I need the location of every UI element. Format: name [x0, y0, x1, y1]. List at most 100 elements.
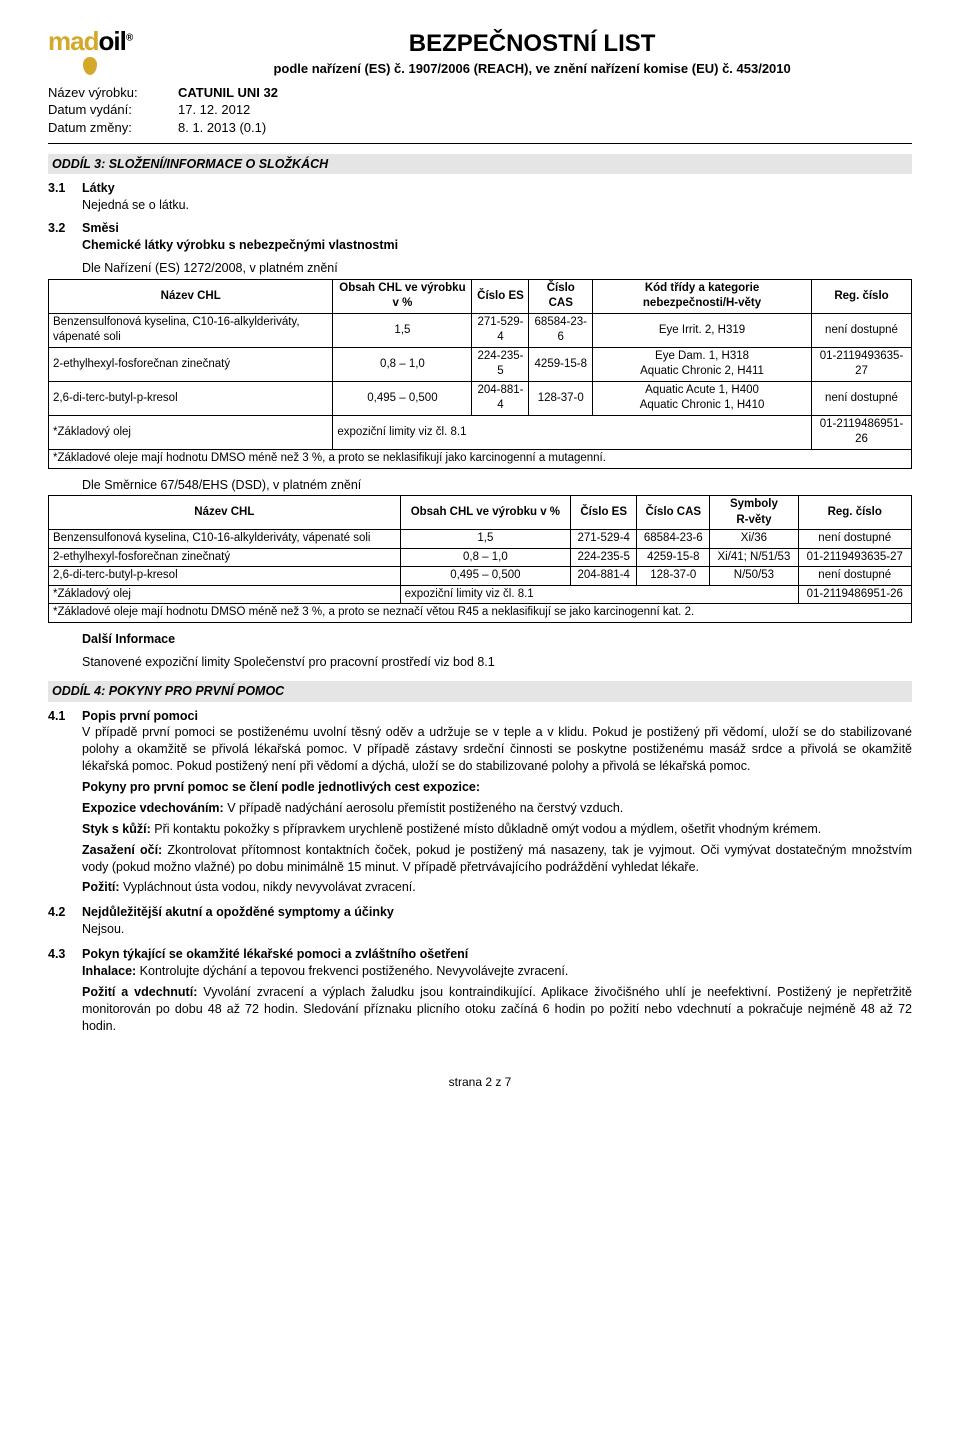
logo-drop-icon: [83, 57, 97, 75]
inh2-body: Kontrolujte dýchání a tepovou frekvenci …: [136, 964, 568, 978]
doc-title: BEZPEČNOSTNÍ LIST: [152, 28, 912, 60]
table-cell: 1,5: [333, 313, 472, 347]
inhale-lead: Expozice vdechováním:: [82, 801, 224, 815]
brand-logo: madoil®: [48, 24, 132, 75]
t1-col4: Kód třídy a kategorie nebezpečnosti/H-vě…: [593, 279, 812, 313]
table-cell: není dostupné: [798, 567, 912, 586]
page-footer: strana 2 z 7: [48, 1074, 912, 1090]
s32-sub: Chemické látky výrobku s nebezpečnými vl…: [82, 237, 912, 254]
t2-col4: Symboly R-věty: [710, 496, 798, 530]
table-cell: 4259-15-8: [637, 548, 710, 567]
inh2-lead: Inhalace:: [82, 964, 136, 978]
t2-col1: Obsah CHL ve výrobku v %: [400, 496, 571, 530]
meta-product-label: Název výrobku:: [48, 84, 168, 102]
s31-body: Nejedná se o látku.: [82, 197, 912, 214]
s42-num: 4.2: [48, 904, 74, 921]
table-cell: 204-881-4: [571, 567, 637, 586]
s41-p1: V případě první pomoci se postiženému uv…: [82, 724, 912, 775]
table-cell: 2,6-di-terc-butyl-p-kresol: [49, 567, 401, 586]
eye-lead: Zasažení očí:: [82, 843, 162, 857]
s31-num: 3.1: [48, 180, 74, 197]
s31-title: Látky: [82, 180, 115, 197]
t2-foot-right: 01-2119486951-26: [798, 585, 912, 604]
t2-col5: Reg. číslo: [798, 496, 912, 530]
meta-issue-label: Datum vydání:: [48, 101, 168, 119]
t1-foot-left: *Základový olej: [49, 415, 333, 449]
section3-bar: ODDÍL 3: SLOŽENÍ/INFORMACE O SLOŽKÁCH: [48, 154, 912, 175]
t1-col0: Název CHL: [49, 279, 333, 313]
s32-title: Směsi: [82, 220, 119, 237]
table-cell: 271-529-4: [571, 530, 637, 549]
skin-lead: Styk s kůží:: [82, 822, 151, 836]
table-cell: Eye Irrit. 2, H319: [593, 313, 812, 347]
s43-title: Pokyn týkající se okamžité lékařské pomo…: [82, 946, 468, 963]
ingest-body: Vypláchnout ústa vodou, nikdy nevyvoláva…: [120, 880, 416, 894]
composition-table-2: Název CHL Obsah CHL ve výrobku v % Číslo…: [48, 495, 912, 623]
s41-num: 4.1: [48, 708, 74, 725]
table1-title: Dle Nařízení (ES) 1272/2008, v platném z…: [82, 260, 912, 277]
s41-routes: Pokyny pro první pomoc se člení podle je…: [82, 779, 912, 796]
table-cell: Xi/36: [710, 530, 798, 549]
table-cell: 0,8 – 1,0: [400, 548, 571, 567]
meta-product: CATUNIL UNI 32: [178, 84, 278, 102]
ing2-lead: Požití a vdechnutí:: [82, 985, 197, 999]
t1-col2: Číslo ES: [472, 279, 529, 313]
table-cell: 2-ethylhexyl-fosforečnan zinečnatý: [49, 548, 401, 567]
table-cell: Xi/41; N/51/53: [710, 548, 798, 567]
table-cell: Eye Dam. 1, H318 Aquatic Chronic 2, H411: [593, 347, 812, 381]
header-rule: [48, 143, 912, 144]
t2-foot-left: *Základový olej: [49, 585, 401, 604]
inhale-body: V případě nadýchání aerosolu přemístit p…: [224, 801, 624, 815]
logo-left: mad: [48, 26, 98, 56]
t2-foot-mid: expoziční limity viz čl. 8.1: [400, 585, 798, 604]
logo-right: oil: [98, 26, 125, 56]
table-cell: N/50/53: [710, 567, 798, 586]
logo-reg: ®: [126, 32, 132, 43]
table-cell: 68584-23-6: [637, 530, 710, 549]
table-cell: 2,6-di-terc-butyl-p-kresol: [49, 381, 333, 415]
table-cell: 271-529-4: [472, 313, 529, 347]
t1-foot-mid: expoziční limity viz čl. 8.1: [333, 415, 812, 449]
table-cell: 128-37-0: [529, 381, 593, 415]
s43-num: 4.3: [48, 946, 74, 963]
ingest-lead: Požití:: [82, 880, 120, 894]
table-cell: 0,495 – 0,500: [333, 381, 472, 415]
meta-change-label: Datum změny:: [48, 119, 168, 137]
table-cell: 0,8 – 1,0: [333, 347, 472, 381]
table-cell: 0,495 – 0,500: [400, 567, 571, 586]
table-cell: 224-235-5: [571, 548, 637, 567]
table-cell: 68584-23-6: [529, 313, 593, 347]
composition-table-1: Název CHL Obsah CHL ve výrobku v % Číslo…: [48, 279, 912, 469]
table2-title: Dle Směrnice 67/548/EHS (DSD), v platném…: [82, 477, 912, 494]
table-cell: 2-ethylhexyl-fosforečnan zinečnatý: [49, 347, 333, 381]
t1-col3: Číslo CAS: [529, 279, 593, 313]
table-cell: není dostupné: [798, 530, 912, 549]
table-cell: 1,5: [400, 530, 571, 549]
section4-bar: ODDÍL 4: POKYNY PRO PRVNÍ POMOC: [48, 681, 912, 702]
skin-body: Při kontaktu pokožky s přípravkem urychl…: [151, 822, 821, 836]
meta-block: Název výrobku: CATUNIL UNI 32 Datum vydá…: [48, 84, 912, 137]
t2-foot2: *Základové oleje mají hodnotu DMSO méně …: [49, 604, 912, 623]
table-cell: není dostupné: [812, 381, 912, 415]
more-info-title: Další Informace: [82, 631, 912, 648]
s32-num: 3.2: [48, 220, 74, 237]
table-cell: 01-2119493635-27: [812, 347, 912, 381]
t2-col2: Číslo ES: [571, 496, 637, 530]
ing2-body: Vyvolání zvracení a výplach žaludku jsou…: [82, 985, 912, 1033]
more-info-body: Stanovené expoziční limity Společenství …: [82, 654, 912, 671]
t1-foot-right: 01-2119486951-26: [812, 415, 912, 449]
s41-title: Popis první pomoci: [82, 708, 198, 725]
table-cell: Benzensulfonová kyselina, C10-16-alkylde…: [49, 530, 401, 549]
s42-body: Nejsou.: [82, 921, 912, 938]
t2-col0: Název CHL: [49, 496, 401, 530]
table-cell: 204-881-4: [472, 381, 529, 415]
document-header: madoil® BEZPEČNOSTNÍ LIST podle nařízení…: [48, 24, 912, 78]
table-cell: 128-37-0: [637, 567, 710, 586]
meta-change: 8. 1. 2013 (0.1): [178, 119, 266, 137]
meta-issue: 17. 12. 2012: [178, 101, 250, 119]
table-cell: 4259-15-8: [529, 347, 593, 381]
doc-subtitle: podle nařízení (ES) č. 1907/2006 (REACH)…: [152, 60, 912, 78]
table-cell: Benzensulfonová kyselina, C10-16-alkylde…: [49, 313, 333, 347]
t2-col3: Číslo CAS: [637, 496, 710, 530]
table-cell: není dostupné: [812, 313, 912, 347]
